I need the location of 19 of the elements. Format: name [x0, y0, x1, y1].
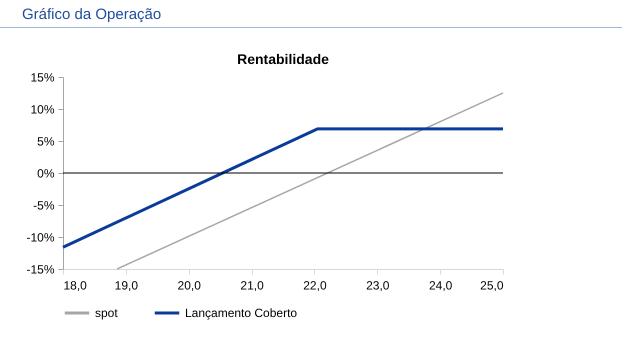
- legend-label: spot: [95, 306, 118, 320]
- x-tick-label: 20,0: [178, 278, 202, 292]
- chart-subtitle: Rentabilidade: [237, 51, 330, 67]
- x-tick-label: 23,0: [366, 278, 390, 292]
- x-tick-label: 22,0: [303, 278, 327, 292]
- x-tick-label: 21,0: [240, 278, 264, 292]
- x-tick-label: 19,0: [114, 278, 138, 292]
- y-tick-label: 5%: [37, 134, 55, 148]
- y-tick-label: 15%: [30, 70, 55, 84]
- y-tick-label: 0%: [37, 166, 55, 180]
- x-tick-label: 18,0: [64, 278, 88, 292]
- chart-title: Gráfico da Operação: [0, 0, 622, 28]
- y-tick-label: -10%: [26, 230, 55, 244]
- y-tick-label: 10%: [30, 102, 55, 116]
- x-tick-label: 24,0: [428, 278, 453, 292]
- y-tick-label: -5%: [33, 198, 55, 212]
- x-tick-label: 25,0: [480, 278, 504, 292]
- legend-label: Lançamento Coberto: [185, 306, 298, 320]
- y-tick-label: -15%: [26, 262, 55, 276]
